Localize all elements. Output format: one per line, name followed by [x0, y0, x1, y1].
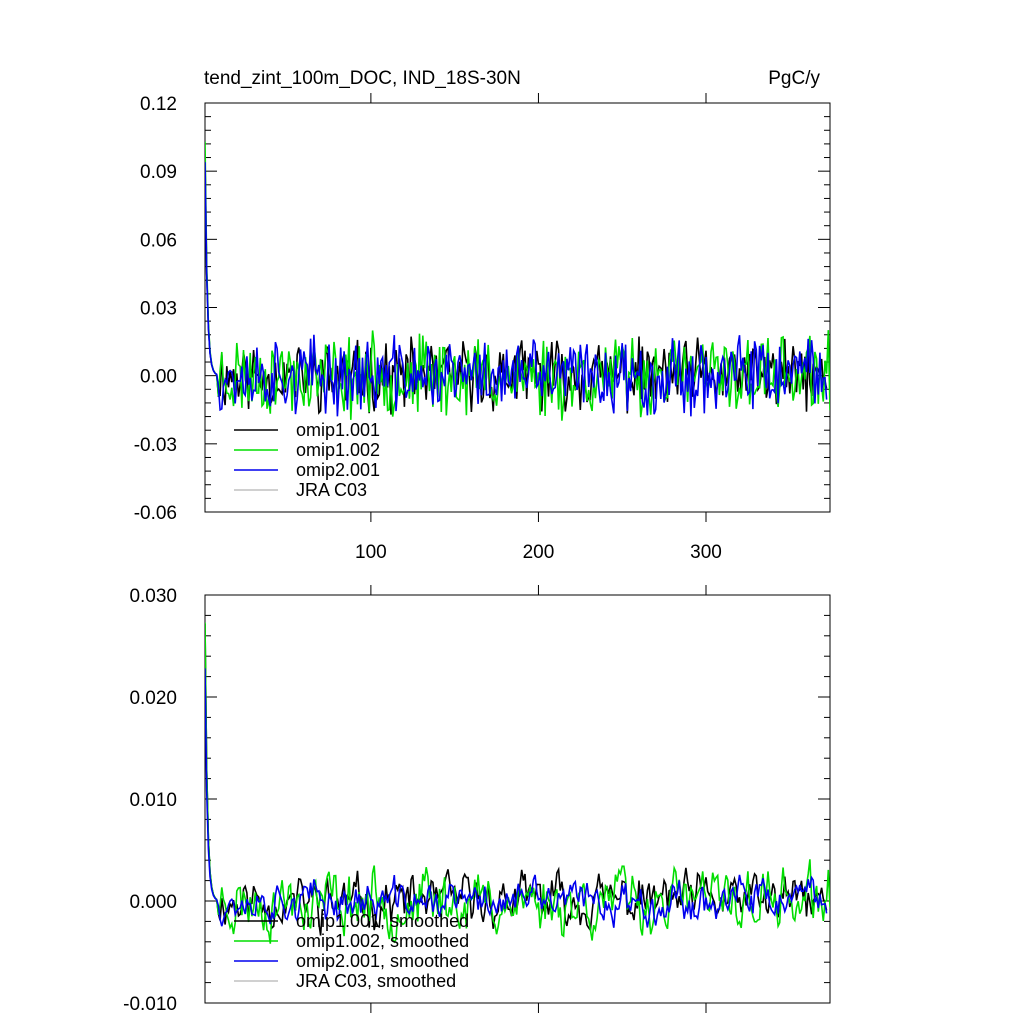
series-line [205, 162, 828, 417]
chart-title: tend_zint_100m_DOC, IND_18S-30N [204, 68, 521, 89]
legend-label: JRA C03 [296, 480, 367, 500]
series-line [205, 622, 830, 944]
y-tick-label: 0.000 [129, 892, 177, 913]
legend-label: omip2.001 [296, 460, 380, 480]
series-line [205, 141, 830, 421]
x-tick-label: 300 [690, 542, 722, 563]
legend-label: omip1.001 [296, 420, 380, 440]
x-tick-label: 200 [523, 542, 555, 563]
y-tick-label: 0.020 [129, 688, 177, 709]
x-tick-label: 100 [355, 542, 387, 563]
legend-label: JRA C03, smoothed [296, 971, 456, 991]
y-tick-label: -0.010 [123, 994, 177, 1015]
y-tick-label: -0.03 [134, 435, 177, 456]
top-panel: -0.06 -0.03 0.00 0.03 0.06 0.09 0.12 100 200 300 o… [134, 93, 831, 563]
legend-label: omip1.001, smoothed [296, 911, 469, 931]
y-tick-label: 0.06 [140, 230, 177, 251]
chart-units: PgC/y [768, 68, 820, 89]
y-tick-label: 0.09 [140, 162, 177, 183]
y-tick-label: 0.03 [140, 299, 177, 320]
y-tick-label: 0.010 [129, 790, 177, 811]
series-line [205, 668, 828, 928]
y-tick-label: 0.12 [140, 94, 177, 115]
y-tick-label: -0.06 [134, 503, 177, 524]
y-tick-label: 0.030 [129, 586, 177, 607]
legend-label: omip2.001, smoothed [296, 951, 469, 971]
y-tick-label: 0.00 [140, 367, 177, 388]
legend-label: omip1.002, smoothed [296, 931, 469, 951]
bottom-panel: -0.010 0.000 0.010 0.020 0.030 omip1.001, smo… [123, 585, 831, 1015]
legend-label: omip1.002 [296, 440, 380, 460]
